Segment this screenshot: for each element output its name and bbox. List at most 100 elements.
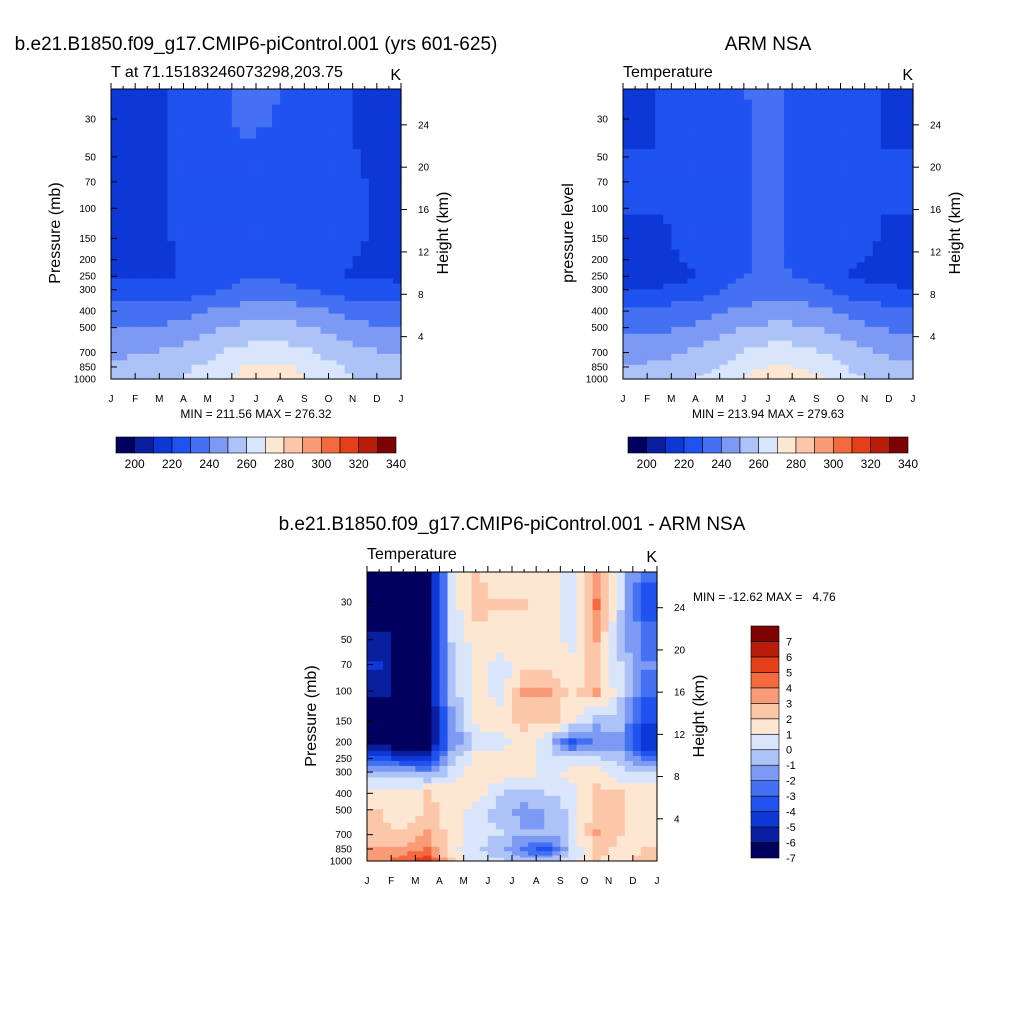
heatmap-cell [119, 195, 128, 206]
heatmap-cell [719, 333, 729, 341]
heatmap-cell [896, 94, 906, 100]
heatmap-cell [640, 737, 650, 745]
colorbar-box [302, 436, 322, 454]
heatmap-cell [167, 126, 177, 139]
heatmap-cell [616, 788, 626, 796]
heatmap-cell [888, 368, 898, 374]
heatmap-cell [247, 364, 257, 370]
heatmap-cell [495, 828, 505, 836]
heatmap-cell [751, 261, 761, 269]
heatmap-cell [776, 288, 785, 296]
heatmap-cell [463, 722, 473, 733]
heatmap-cell [392, 313, 402, 320]
heatmap-cell [423, 850, 433, 856]
heatmap-cell [655, 277, 664, 284]
heatmap-cell [455, 841, 465, 847]
heatmap-cell [856, 353, 866, 361]
colorbar-box [750, 811, 780, 828]
heatmap-cell [552, 714, 561, 724]
heatmap-cell [584, 652, 594, 662]
heatmap-cell [375, 850, 384, 856]
heatmap-cell [640, 846, 650, 852]
heatmap-cell [711, 89, 721, 95]
heatmap-cell [384, 213, 394, 224]
panel-diff-y2label: Height (km) [691, 675, 708, 758]
heatmap-cell [135, 126, 144, 139]
heatmap-cell [320, 115, 330, 128]
heatmap-cell [751, 333, 761, 341]
heatmap-cell [376, 326, 386, 334]
heatmap-cell [624, 850, 634, 856]
heatmap-cell [231, 89, 241, 95]
heatmap-cell [584, 714, 594, 724]
heatmap-cell [568, 576, 578, 583]
heatmap-cell [479, 841, 489, 847]
heatmap-cell [703, 126, 713, 139]
heatmap-cell [328, 319, 338, 327]
heatmap-cell [544, 581, 553, 588]
heatmap-cell [352, 177, 362, 188]
heatmap-cell [239, 368, 249, 374]
heatmap-cell [431, 669, 441, 679]
heatmap-cell [848, 326, 858, 334]
heatmap-cell [256, 267, 265, 274]
heatmap-cell [872, 374, 882, 378]
heatmap-cell [703, 288, 713, 296]
heatmap-cell [824, 126, 834, 139]
heatmap-cell [584, 765, 594, 772]
heatmap-cell [455, 731, 465, 739]
heatmap-cell [904, 158, 914, 170]
heatmap-cell [751, 89, 761, 95]
colorbar-box [171, 436, 191, 454]
heatmap-cell [264, 255, 273, 263]
heatmap-cell [520, 850, 529, 856]
heatmap-cell [584, 705, 594, 715]
heatmap-cell [568, 631, 578, 643]
heatmap-cell [368, 148, 378, 160]
heatmap-cell [392, 126, 402, 139]
heatmap-cell [272, 249, 281, 256]
heatmap-cell [304, 94, 313, 100]
heatmap-cell [536, 822, 545, 830]
heatmap-cell [407, 828, 416, 836]
heatmap-cell [223, 261, 233, 269]
heatmap-cell [663, 364, 672, 370]
heatmap-cell [592, 696, 602, 707]
heatmap-cell [375, 641, 384, 653]
heatmap-cell [632, 841, 642, 847]
colorbar-label: 260 [749, 457, 769, 471]
heatmap-cell [336, 240, 346, 250]
heatmap-cell [296, 89, 305, 95]
heatmap-cell [640, 744, 650, 751]
heatmap-cell [824, 115, 834, 128]
heatmap-cell [544, 705, 553, 715]
heatmap-cell [800, 346, 809, 354]
heatmap-cell [247, 137, 257, 150]
heatmap-cell [312, 364, 322, 370]
heatmap-cell [439, 722, 449, 733]
heatmap-cell [808, 340, 817, 348]
heatmap-cell [608, 808, 618, 816]
heatmap-cell [784, 89, 793, 95]
heatmap-cell [264, 148, 273, 160]
heatmap-cell [695, 186, 705, 196]
heatmap-cell [528, 808, 537, 816]
heatmap-cell [439, 714, 449, 724]
heatmap-cell [600, 846, 610, 852]
heatmap-cell [640, 788, 650, 796]
heatmap-cell [336, 300, 346, 308]
heatmap-cell [447, 765, 457, 772]
heatmap-cell [671, 195, 680, 206]
heatmap-cell [360, 261, 370, 269]
heatmap-cell [336, 223, 346, 233]
heatmap-cell [552, 631, 561, 643]
heatmap-cell [616, 705, 626, 715]
heatmap-cell [768, 115, 777, 128]
heatmap-cell [199, 346, 209, 354]
heatmap-cell [344, 255, 354, 263]
heatmap-cell [463, 815, 473, 823]
heatmap-cell [127, 359, 136, 365]
heatmap-cell [415, 846, 424, 852]
heatmap-cell [391, 705, 400, 715]
heatmap-cell [751, 255, 761, 263]
